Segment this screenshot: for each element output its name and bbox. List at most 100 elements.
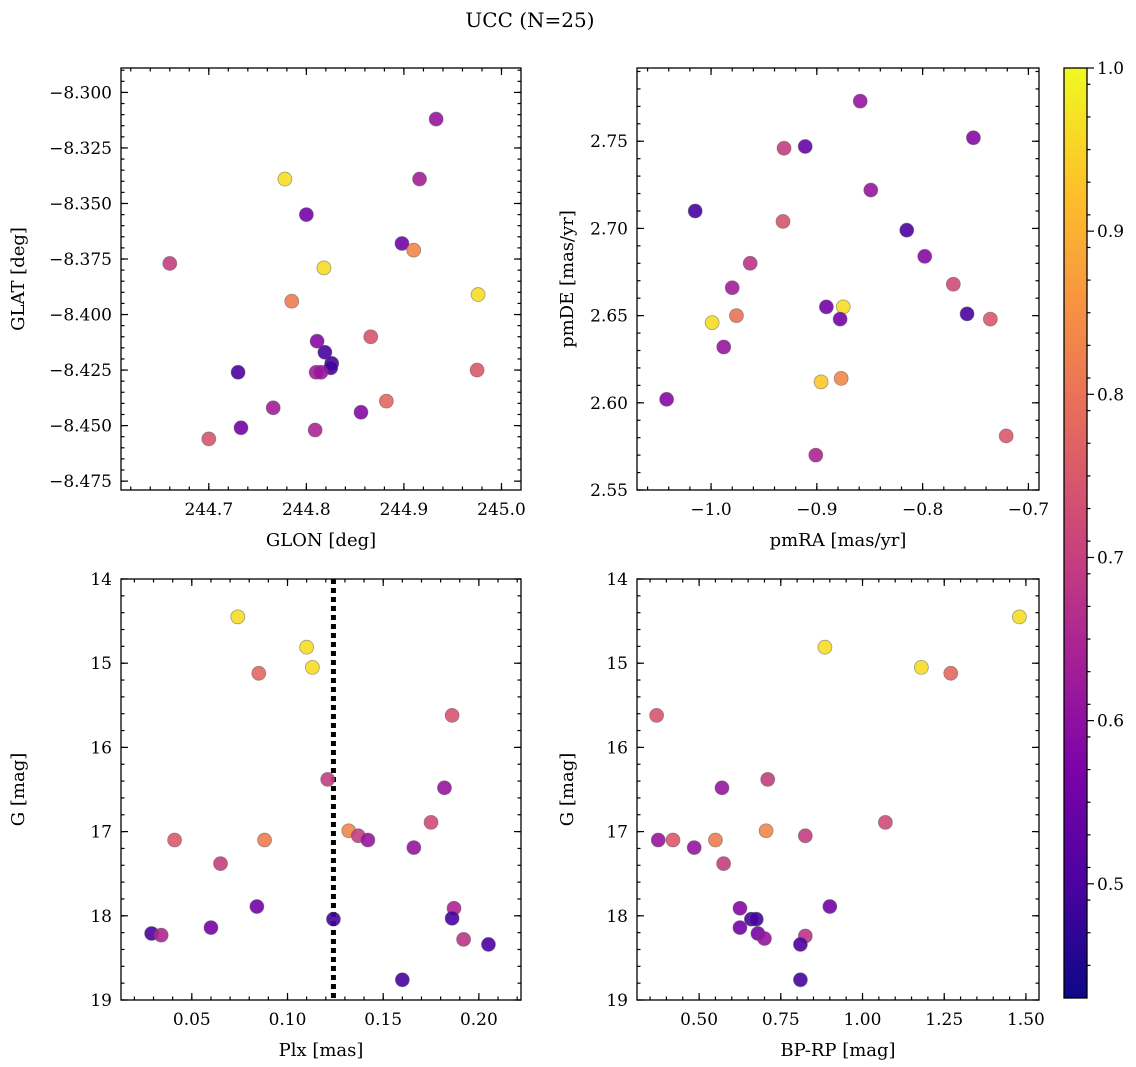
scatter-point [423,814,439,830]
y-tick-label: −8.325 [49,139,112,159]
x-tick-label: 244.8 [282,500,331,520]
scatter-point [966,130,981,146]
scatter-point [353,404,369,420]
colorbar-frame [1063,67,1088,999]
scatter-point [833,370,849,386]
x-tick-label: 0.75 [762,1010,800,1030]
scatter-point [309,333,325,349]
scatter-point [444,910,460,926]
scatter-point [797,828,813,844]
plot-frame [120,67,522,491]
scatter-point [320,771,336,787]
y-axis-label: G [mag] [8,753,29,826]
scatter-point [716,339,732,355]
y-tick-label: −8.425 [49,361,112,381]
x-tick-label: 244.7 [184,500,233,520]
scatter-point [998,428,1014,444]
scatter-point [704,315,720,330]
x-tick-label: 1.50 [1007,1010,1045,1030]
scatter-point [304,660,320,675]
scatter-point [714,780,730,796]
x-tick-label: 1.00 [844,1010,882,1030]
y-tick-label: 2.75 [590,132,628,152]
y-tick-label: 2.60 [590,394,628,414]
x-tick-label: 1.25 [925,1010,963,1030]
scatter-point [852,93,868,109]
y-tick-label: 14 [606,570,628,590]
panel-plx-g: 0.05 0.10 0.15 0.20 14 15 16 17 18 19 Plx [mas] G [… [8,570,522,1061]
scatter-point [835,299,851,315]
scatter-point [757,931,772,946]
scatter-point [775,214,791,229]
scatter-point [313,364,329,380]
y-tick-label: 16 [606,738,628,758]
scatter-point [326,911,341,927]
x-tick-label: 0.10 [269,1010,307,1030]
scatter-point [822,899,838,914]
scatter-point [982,311,998,327]
scatter-point [776,140,792,156]
plot-frame [636,578,1040,1001]
scatter-point [394,972,410,988]
scatter-point [470,287,486,302]
panel-pmra-pmde: −1.0 −0.9 −0.8 −0.7 2.55 2.60 2.65 2.70 2.75 pmRA… [557,67,1049,551]
scatter-point [249,899,265,914]
y-tick-label: −8.475 [49,472,112,492]
scatter-point [649,708,665,723]
x-axis-label: BP-RP [mag] [780,1040,895,1061]
scatter-point [201,431,217,447]
colorbar-tick-label: 1.0 [1097,59,1124,79]
x-axis-label: pmRA [mas/yr] [770,530,907,551]
x-tick-label: 0.50 [680,1010,718,1030]
x-axis-label: GLON [deg] [266,530,376,551]
scatter-point [742,255,758,271]
scatter-point [793,972,808,988]
scatter-point [360,832,376,848]
y-axis-label: pmDE [mas/yr] [557,210,578,348]
scatter-point [659,391,675,407]
scatter-point [797,139,813,154]
x-tick-label: 244.9 [380,500,429,520]
scatter-point [686,840,702,855]
scatter-point [665,832,681,848]
scatter-point [732,900,748,916]
scatter-point [406,840,422,855]
colorbar-tick-label: 0.6 [1097,712,1124,732]
y-tick-label: 2.70 [590,219,628,239]
scatter-point [153,927,169,943]
scatter-point [943,665,959,681]
y-tick-label: −8.375 [49,250,112,270]
x-tick-label: −0.7 [1008,500,1049,520]
colorbar-tick-label: 0.7 [1097,548,1124,568]
scatter-point [203,920,219,935]
y-tick-label: 15 [606,654,628,674]
y-tick-label: 2.55 [590,481,628,501]
scatter-point [818,299,834,315]
x-tick-label: 0.20 [460,1010,498,1030]
y-tick-label: 2.65 [590,307,628,327]
x-tick-label: 245.0 [477,500,526,520]
y-tick-label: −8.300 [49,83,112,103]
scatter-point [412,171,427,187]
scatter-point [167,832,182,848]
scatter-point [817,639,833,655]
scatter-point [793,937,808,952]
scatter-point [760,771,776,787]
scatter-point [298,207,314,222]
y-tick-label: −8.450 [49,417,112,437]
x-axis-label: Plx [mas] [279,1040,364,1061]
scatter-point [437,780,452,796]
scatter-point [832,311,848,327]
scatter-point [317,344,333,360]
scatter-point [729,308,744,324]
scatter-point [307,422,323,438]
scatter-point [716,856,732,871]
y-tick-label: −8.400 [49,306,112,326]
scatter-point [748,911,764,927]
scatter-point [406,242,422,258]
scatter-point [257,832,272,848]
scatter-point [481,937,496,952]
scatter-point [959,306,975,322]
scatter-point [299,639,315,655]
y-tick-label: 18 [606,907,628,927]
